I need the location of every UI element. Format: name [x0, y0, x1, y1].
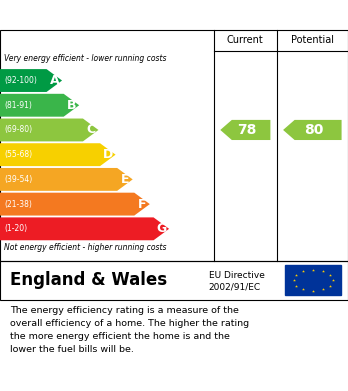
Text: Current: Current: [227, 36, 264, 45]
Polygon shape: [283, 120, 342, 140]
Text: C: C: [86, 124, 95, 136]
Text: (69-80): (69-80): [4, 126, 32, 135]
Polygon shape: [0, 168, 133, 191]
Text: Potential: Potential: [291, 36, 334, 45]
Text: The energy efficiency rating is a measure of the
overall efficiency of a home. T: The energy efficiency rating is a measur…: [10, 306, 250, 354]
Polygon shape: [0, 143, 116, 166]
Text: (81-91): (81-91): [4, 101, 32, 110]
Text: B: B: [67, 99, 76, 112]
Text: (1-20): (1-20): [4, 224, 27, 233]
Polygon shape: [0, 193, 150, 215]
Text: 78: 78: [237, 123, 257, 137]
Polygon shape: [0, 217, 169, 240]
Text: EU Directive: EU Directive: [209, 271, 265, 280]
Text: G: G: [156, 222, 166, 235]
Text: England & Wales: England & Wales: [10, 271, 168, 289]
Polygon shape: [0, 118, 98, 142]
Text: (55-68): (55-68): [4, 150, 32, 159]
Text: Energy Efficiency Rating: Energy Efficiency Rating: [10, 7, 212, 23]
Text: A: A: [49, 74, 59, 87]
Polygon shape: [220, 120, 270, 140]
Text: D: D: [103, 148, 113, 161]
Text: E: E: [121, 173, 129, 186]
Text: Very energy efficient - lower running costs: Very energy efficient - lower running co…: [4, 54, 167, 63]
Text: 2002/91/EC: 2002/91/EC: [209, 283, 261, 292]
Polygon shape: [0, 94, 79, 117]
Text: (92-100): (92-100): [4, 76, 37, 85]
Text: (39-54): (39-54): [4, 175, 32, 184]
Text: F: F: [138, 197, 146, 211]
Text: 80: 80: [304, 123, 324, 137]
Bar: [285, 265, 341, 295]
Text: (21-38): (21-38): [4, 200, 32, 209]
Polygon shape: [0, 69, 62, 92]
Text: Not energy efficient - higher running costs: Not energy efficient - higher running co…: [4, 244, 167, 253]
